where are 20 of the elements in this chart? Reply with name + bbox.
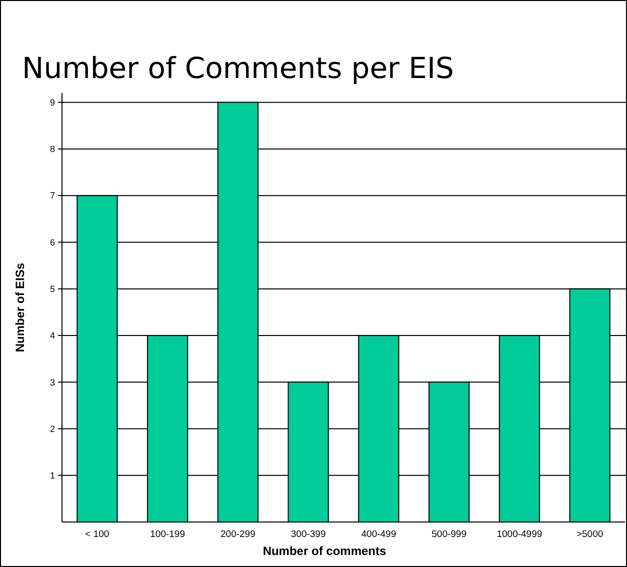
y-tick-label: 2 <box>50 424 55 434</box>
x-tick-label: 200-299 <box>220 529 256 540</box>
x-axis-title: Number of comments <box>262 544 386 558</box>
y-tick-label: 7 <box>50 190 55 201</box>
y-tick-label: 6 <box>50 237 55 248</box>
x-tick-label: 500-999 <box>432 529 466 540</box>
chart-title: Number of Comments per EIS <box>22 51 454 85</box>
y-axis-title: Number of EISs <box>13 262 27 352</box>
x-tick-label: < 100 <box>85 529 110 540</box>
x-tick-label: 1000-4999 <box>496 529 542 540</box>
y-tick-label: 8 <box>50 144 55 154</box>
y-tick-label: 4 <box>50 330 55 341</box>
x-tick-label: 100-199 <box>150 529 185 540</box>
x-tick-label: >5000 <box>576 529 604 540</box>
y-tick-label: 1 <box>50 470 55 481</box>
y-tick-label: 5 <box>50 284 55 294</box>
y-tick-label: 9 <box>50 97 55 108</box>
x-tick-label: 400-499 <box>361 529 396 540</box>
y-tick-label: 3 <box>50 377 55 388</box>
x-tick-label: 300-399 <box>290 529 326 540</box>
